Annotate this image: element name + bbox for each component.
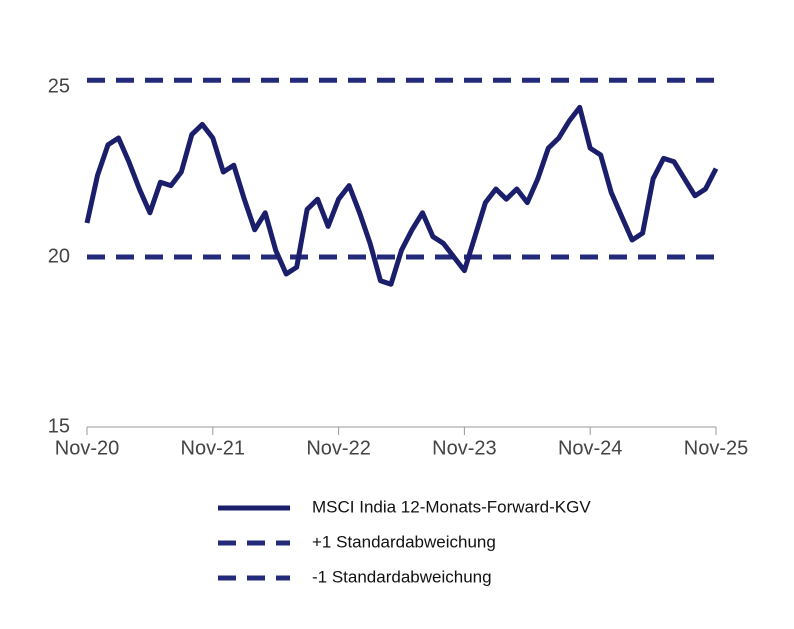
x-tick-label: Nov-25 [684, 437, 748, 459]
legend-label: -1 Standardabweichung [312, 567, 492, 586]
x-tick-label: Nov-21 [181, 437, 245, 459]
y-tick-label: 25 [48, 75, 70, 97]
legend-label: +1 Standardabweichung [312, 532, 496, 551]
x-tick-label: Nov-20 [55, 437, 119, 459]
x-tick-label: Nov-23 [432, 437, 496, 459]
y-tick-label: 15 [48, 415, 70, 437]
x-tick-label: Nov-24 [558, 437, 622, 459]
legend-label: MSCI India 12-Monats-Forward-KGV [312, 497, 591, 516]
series-line [84, 104, 719, 287]
x-tick-label: Nov-22 [306, 437, 370, 459]
y-tick-label: 20 [48, 245, 70, 267]
